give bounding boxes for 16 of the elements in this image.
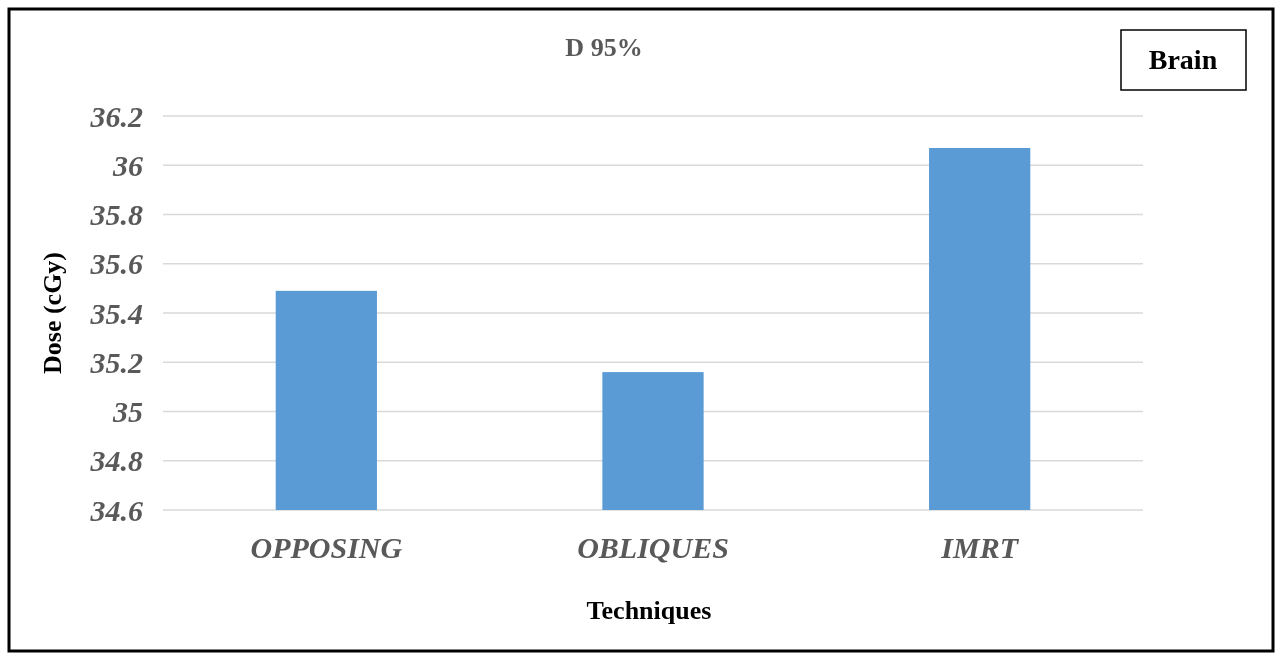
x-axis-title: Techniques bbox=[586, 596, 712, 625]
y-tick-label: 34.6 bbox=[89, 493, 143, 527]
y-tick-label: 35.2 bbox=[89, 345, 143, 379]
y-axis-title: Dose (cGy) bbox=[38, 251, 67, 375]
x-tick-label: IMRT bbox=[940, 531, 1020, 564]
x-tick-label: OBLIQUES bbox=[577, 531, 729, 564]
y-tick-label: 35.4 bbox=[89, 296, 143, 330]
y-tick-label: 35.8 bbox=[89, 198, 143, 231]
y-tick-label: 34.8 bbox=[89, 444, 143, 478]
y-tick-label: 36.2 bbox=[89, 99, 143, 133]
y-tick-label: 35.6 bbox=[89, 247, 143, 281]
x-tick-label: OPPOSING bbox=[250, 531, 403, 564]
text: Brain bbox=[1148, 44, 1218, 75]
y-tick-label: 36 bbox=[112, 148, 143, 182]
chart-title: D 95% bbox=[565, 33, 643, 62]
y-tick-label: 35 bbox=[112, 395, 143, 428]
